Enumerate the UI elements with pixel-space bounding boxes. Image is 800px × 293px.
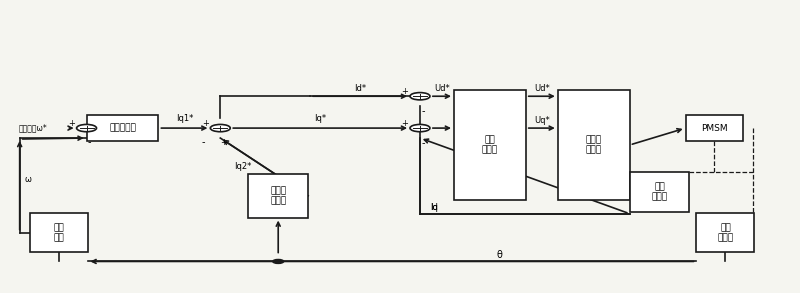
Text: Ud*: Ud*	[534, 84, 550, 93]
Text: θ: θ	[497, 251, 502, 260]
Text: Iq*: Iq*	[314, 114, 326, 123]
Text: 位置
传感器: 位置 传感器	[718, 223, 734, 242]
FancyBboxPatch shape	[686, 115, 743, 141]
Text: Iq2*: Iq2*	[234, 162, 252, 171]
Text: +: +	[220, 137, 226, 146]
Circle shape	[410, 125, 430, 132]
FancyBboxPatch shape	[558, 90, 630, 200]
Text: -: -	[422, 138, 425, 148]
Circle shape	[210, 125, 230, 132]
FancyBboxPatch shape	[248, 174, 308, 218]
Text: 转速
计算: 转速 计算	[54, 223, 64, 242]
FancyBboxPatch shape	[454, 90, 526, 200]
Text: Ud*: Ud*	[434, 84, 450, 93]
Text: -: -	[422, 106, 425, 116]
Circle shape	[77, 125, 97, 132]
Text: -: -	[202, 137, 206, 147]
Text: +: +	[68, 119, 75, 128]
Text: Id: Id	[430, 203, 438, 212]
Text: -: -	[88, 137, 91, 147]
Text: +: +	[202, 119, 209, 128]
Text: 速度调节器: 速度调节器	[109, 124, 136, 133]
Text: PMSM: PMSM	[701, 124, 728, 133]
FancyBboxPatch shape	[697, 213, 754, 253]
Text: Iq1*: Iq1*	[176, 114, 193, 123]
FancyBboxPatch shape	[30, 213, 87, 253]
Text: Id*: Id*	[354, 84, 366, 93]
Circle shape	[410, 93, 430, 100]
Text: 电压源
逆变器: 电压源 逆变器	[586, 135, 602, 155]
Circle shape	[273, 259, 284, 263]
FancyBboxPatch shape	[86, 115, 158, 141]
Text: Uq*: Uq*	[534, 116, 550, 125]
Text: 齿槽转
矩计算: 齿槽转 矩计算	[270, 186, 286, 205]
Text: Iq: Iq	[430, 203, 438, 212]
Text: 电流
调节器: 电流 调节器	[482, 135, 498, 155]
Text: ω: ω	[25, 175, 32, 184]
Text: +: +	[402, 119, 409, 128]
Text: +: +	[402, 87, 409, 96]
Text: 速度指令ω*: 速度指令ω*	[18, 124, 47, 133]
Text: 电流
传感器: 电流 传感器	[651, 182, 668, 202]
FancyBboxPatch shape	[630, 172, 690, 212]
